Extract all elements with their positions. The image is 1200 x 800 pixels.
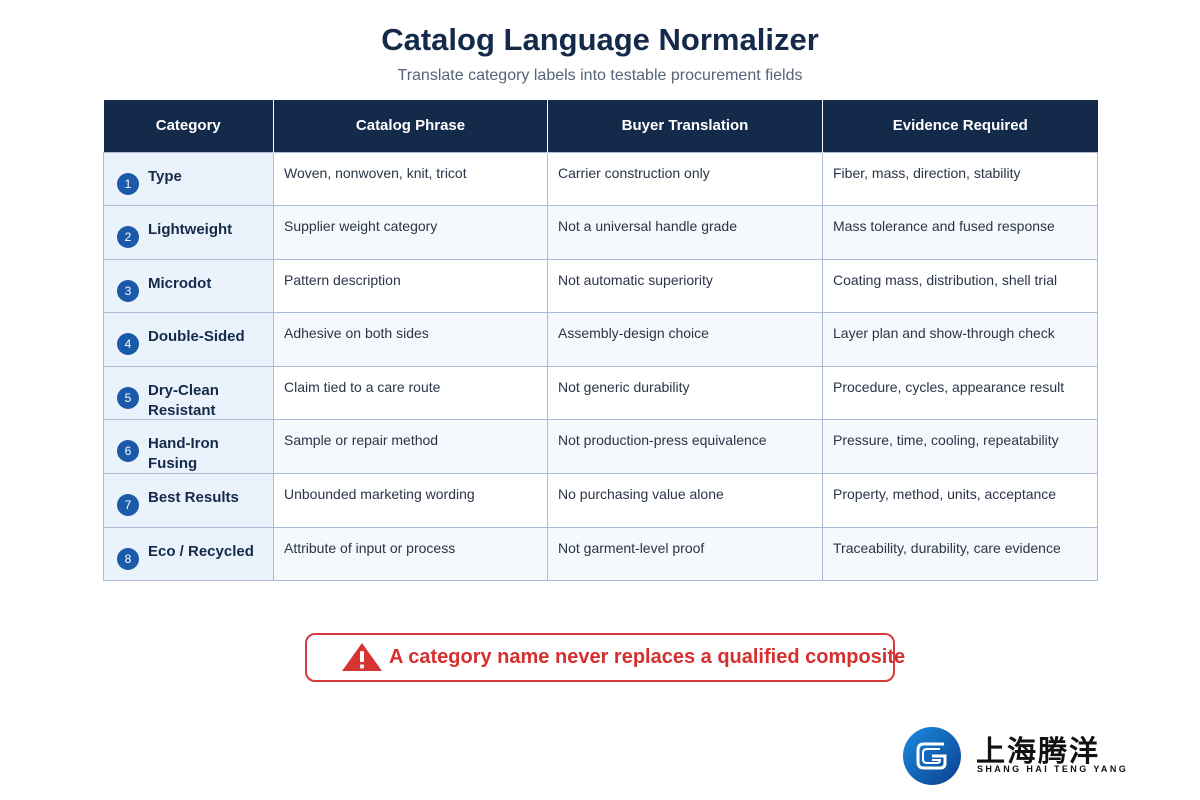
category-cell: 8 Eco / Recycled [103, 526, 274, 582]
company-logo: 上海腾洋 SHANG HAI TENG YANG [902, 726, 1162, 788]
table-row: 4 Double-Sided Adhesive on both sides Assem… [103, 312, 1098, 367]
table-row: 2 Lightweight Supplier weight category Not … [103, 205, 1098, 260]
evidence-required-cell: Pressure, time, cooling, repeatability [822, 419, 1098, 475]
evidence-required-cell: Coating mass, distribution, shell trial [822, 258, 1098, 314]
column-header-catalog-phrase: Catalog Phrase [273, 100, 548, 152]
column-header-category: Category [103, 100, 274, 152]
table-row: 6 Hand-Iron Fusing Sample or repair method… [103, 419, 1098, 475]
buyer-translation-cell: Assembly-design choice [547, 312, 823, 367]
page-subtitle: Translate category labels into testable … [397, 67, 803, 84]
category-label: Double-Sided [148, 328, 245, 346]
table-row: 5 Dry-Clean Resistant Claim tied to a care… [103, 365, 1098, 421]
catalog-phrase-cell: Pattern description [273, 258, 548, 314]
category-cell: 3 Microdot [103, 258, 274, 314]
catalog-phrase-cell: Supplier weight category [273, 205, 548, 260]
buyer-translation-cell: Carrier construction only [547, 151, 823, 207]
category-cell: 1 Type [103, 151, 274, 207]
warning-text: A category name never replaces a qualifi… [389, 646, 906, 668]
evidence-required-cell: Traceability, durability, care evidence [822, 526, 1098, 582]
evidence-required-cell: Fiber, mass, direction, stability [822, 151, 1098, 207]
category-label: Hand-Iron Fusing [148, 435, 219, 473]
category-cell: 2 Lightweight [103, 205, 274, 260]
table-row: 8 Eco / Recycled Attribute of input or pro… [103, 526, 1098, 582]
catalog-phrase-cell: Claim tied to a care route [273, 365, 548, 421]
evidence-required-cell: Layer plan and show-through check [822, 312, 1098, 367]
catalog-phrase-cell: Attribute of input or process [273, 526, 548, 582]
buyer-translation-cell: Not automatic superiority [547, 258, 823, 314]
row-number-badge: 6 [117, 440, 139, 463]
catalog-phrase-cell: Sample or repair method [273, 419, 548, 475]
logo-english-name: SHANG HAI TENG YANG [977, 764, 1129, 774]
category-label: Type [148, 167, 182, 185]
category-cell: 7 Best Results [103, 473, 274, 528]
category-label: Best Results [148, 489, 239, 507]
row-number-badge: 1 [117, 172, 139, 195]
row-number-badge: 8 [117, 547, 139, 570]
category-label: Dry-Clean Resistant [148, 381, 219, 419]
warning-triangle-icon [342, 643, 382, 671]
catalog-phrase-cell: Adhesive on both sides [273, 312, 548, 367]
logo-mark-icon [903, 727, 961, 785]
page-title: Catalog Language Normalizer [381, 22, 819, 57]
table-row: 1 Type Woven, nonwoven, knit, tricot Carrie… [103, 151, 1098, 207]
category-label: Eco / Recycled [148, 542, 254, 560]
logo-chinese-name: 上海腾洋 [976, 734, 1101, 768]
buyer-translation-cell: Not generic durability [547, 365, 823, 421]
table-row: 7 Best Results Unbounded marketing wording… [103, 473, 1098, 528]
buyer-translation-cell: Not a universal handle grade [547, 205, 823, 260]
category-cell: 6 Hand-Iron Fusing [103, 419, 274, 475]
column-header-buyer-translation: Buyer Translation [547, 100, 823, 152]
category-label: Microdot [148, 274, 212, 292]
row-number-badge: 7 [117, 494, 139, 517]
catalog-table: Category Catalog Phrase Buyer Translatio… [103, 100, 1098, 582]
catalog-phrase-cell: Unbounded marketing wording [273, 473, 548, 528]
evidence-required-cell: Property, method, units, acceptance [822, 473, 1098, 528]
row-number-badge: 2 [117, 226, 139, 249]
table-header-row: Category Catalog Phrase Buyer Translatio… [103, 100, 1098, 152]
catalog-phrase-cell: Woven, nonwoven, knit, tricot [273, 151, 548, 207]
table-row: 3 Microdot Pattern description Not automati… [103, 258, 1098, 314]
evidence-required-cell: Mass tolerance and fused response [822, 205, 1098, 260]
warning-callout: A category name never replaces a qualifi… [305, 633, 905, 682]
row-number-badge: 3 [117, 279, 139, 302]
buyer-translation-cell: Not production-press equivalence [547, 419, 823, 475]
category-label: Lightweight [148, 221, 233, 239]
buyer-translation-cell: No purchasing value alone [547, 473, 823, 528]
buyer-translation-cell: Not garment-level proof [547, 526, 823, 582]
column-header-evidence-required: Evidence Required [822, 100, 1098, 152]
row-number-badge: 5 [117, 386, 139, 409]
evidence-required-cell: Procedure, cycles, appearance result [822, 365, 1098, 421]
category-cell: 4 Double-Sided [103, 312, 274, 367]
row-number-badge: 4 [117, 333, 139, 356]
category-cell: 5 Dry-Clean Resistant [103, 365, 274, 421]
